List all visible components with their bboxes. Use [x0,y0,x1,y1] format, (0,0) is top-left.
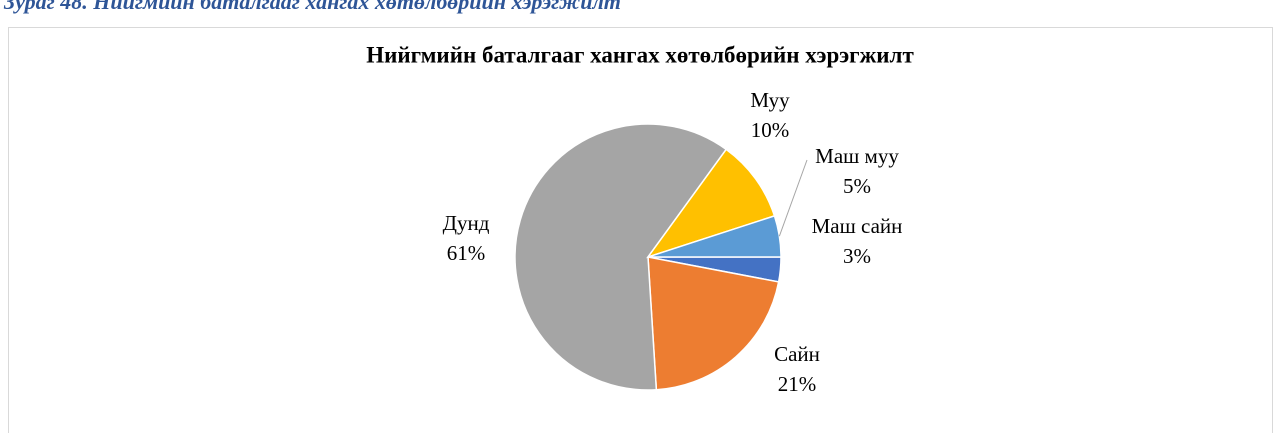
pie-slice [647,256,780,391]
pie-slice [646,148,776,259]
slice-category-label: Дунд [443,211,490,235]
leader-line [778,159,808,237]
slice-category-label: Муу [750,88,790,112]
slice-category-label: Сайн [774,342,820,366]
slice-category-label: Маш муу [815,144,899,168]
slice-value-label: 3% [843,244,871,268]
slice-value-label: 21% [778,372,817,396]
slice-value-label: 10% [751,118,790,142]
caption: Зураг 48. Нийгмийн баталгааг хангах хөтө… [3,0,621,14]
chart-title: Нийгмийн баталгааг хангах хөтөлбөрийн хэ… [366,42,914,67]
pie-slice [514,123,728,391]
slice-value-label: 5% [843,174,871,198]
pie-slice [647,214,782,258]
slice-category-label: Маш сайн [812,214,903,238]
slice-value-label: 61% [447,241,486,265]
